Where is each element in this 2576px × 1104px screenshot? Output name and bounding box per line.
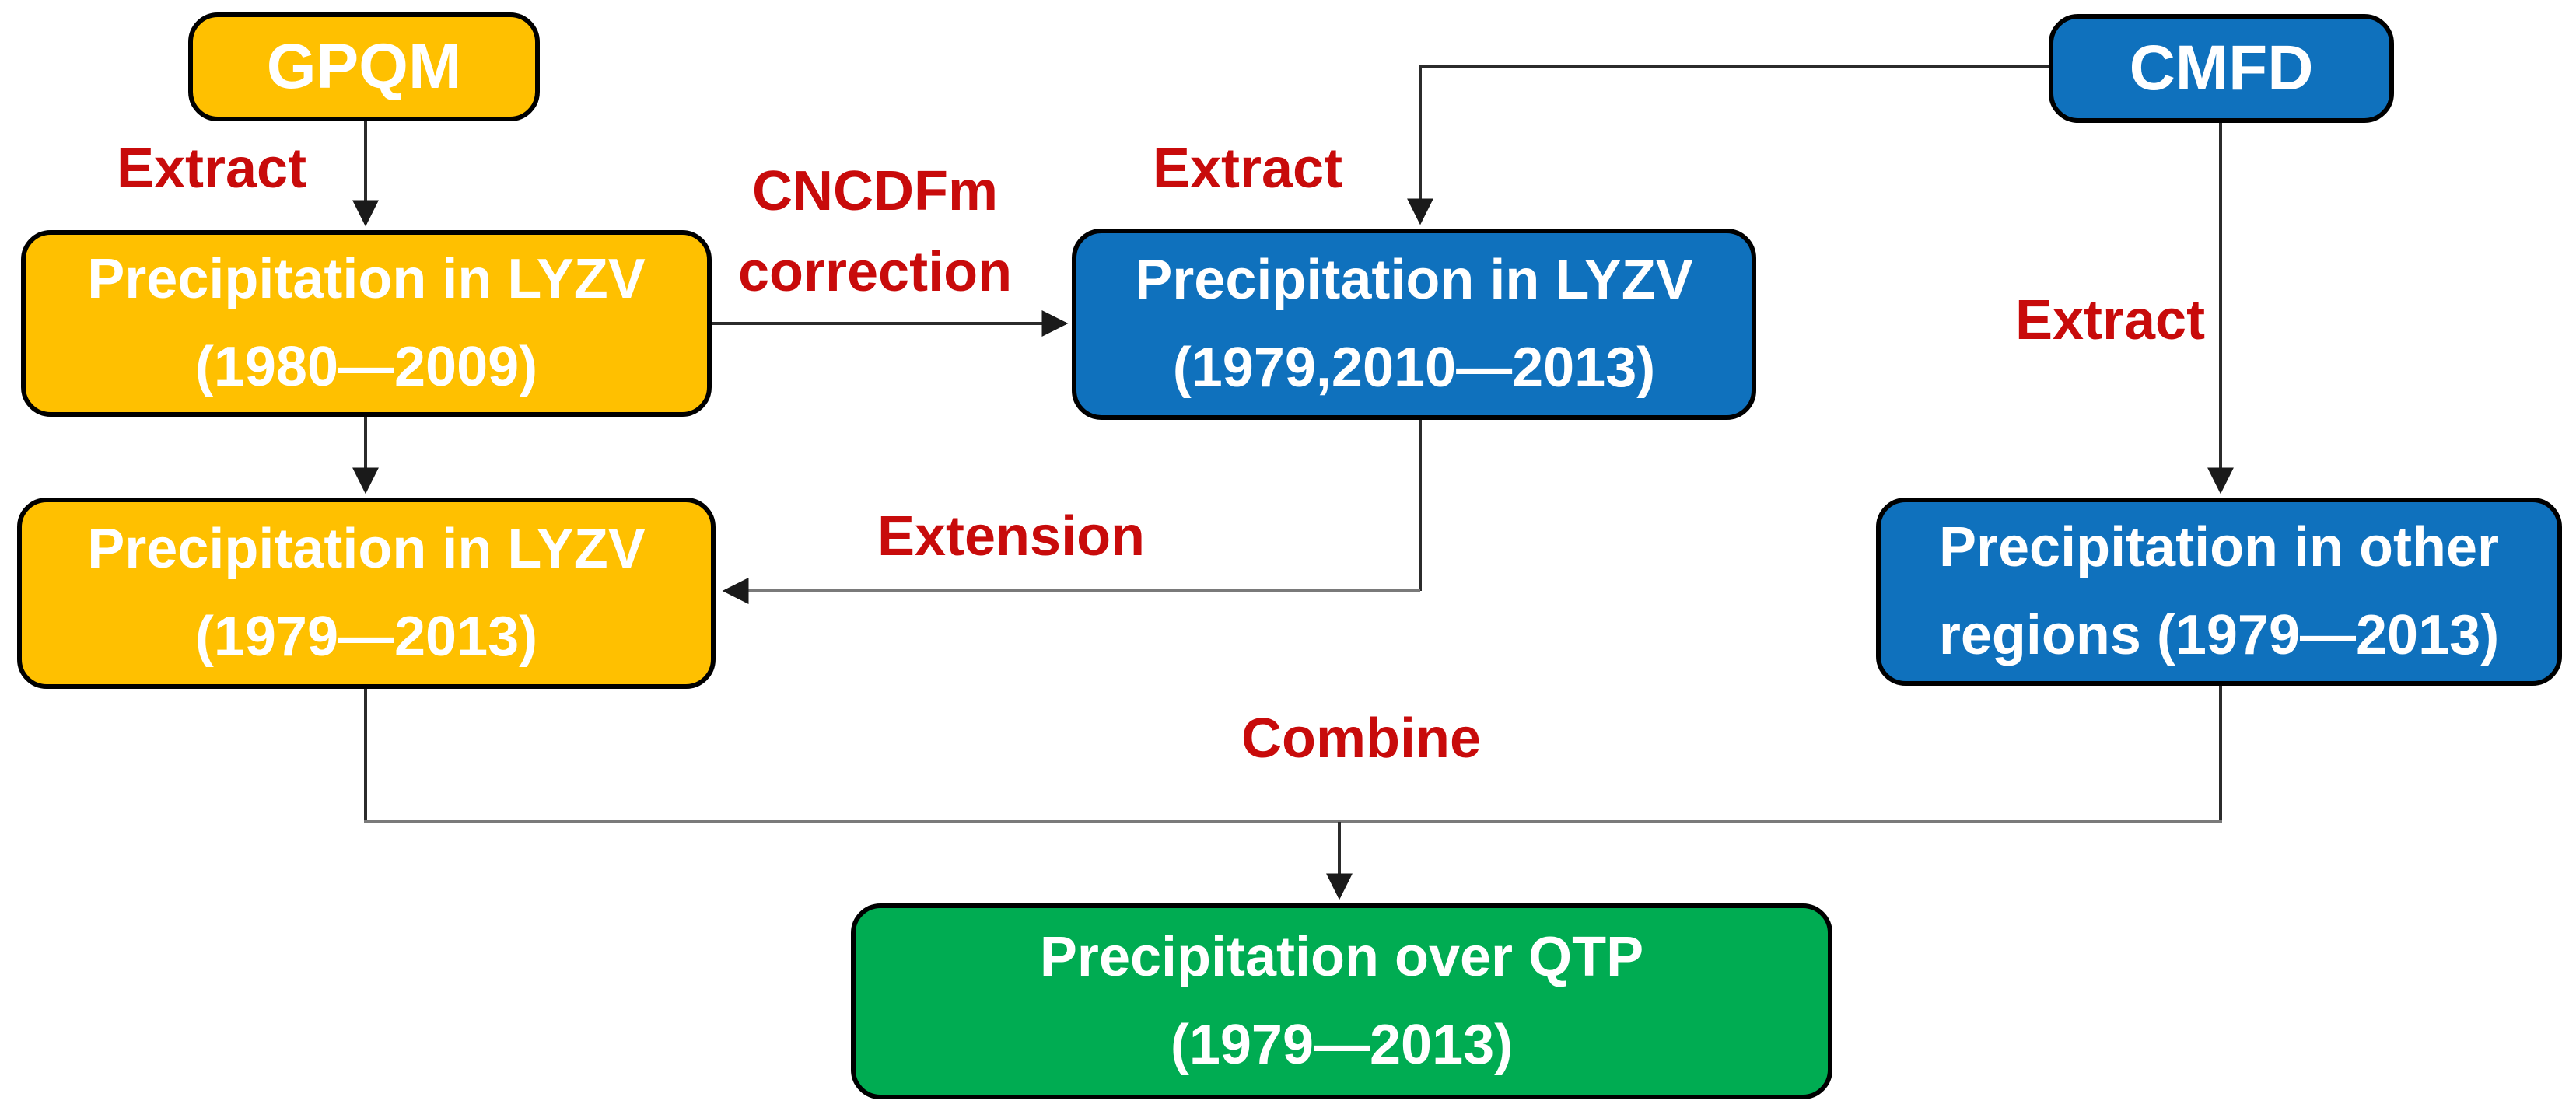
label-combine: Combine: [1241, 707, 1482, 770]
label-extract-gpqm: Extract: [116, 138, 307, 200]
node-label-line: Precipitation in LYZV: [1135, 249, 1693, 311]
label-cncdfm-line2: correction: [737, 241, 1013, 303]
node-precipitation-other-regions: Precipitation in other regions (1979—201…: [1876, 498, 2562, 686]
node-label-line: Precipitation in LYZV: [87, 518, 646, 580]
node-precipitation-lyzv-1979-2010-2013: Precipitation in LYZV (1979,2010—2013): [1072, 229, 1756, 420]
node-precipitation-lyzv-1979-2013: Precipitation in LYZV (1979—2013): [17, 498, 716, 689]
node-cmfd: CMFD: [2049, 14, 2394, 123]
node-label-line: Precipitation over QTP: [1039, 926, 1644, 988]
node-label-line: (1980—2009): [194, 336, 538, 398]
node-label-line: (1979—2013): [194, 606, 538, 668]
node-cmfd-label: CMFD: [2129, 33, 2314, 103]
node-label-line: regions (1979—2013): [1938, 604, 2500, 666]
node-label-line: (1979,2010—2013): [1172, 337, 1656, 399]
label-cncdfm-correction: CNCDFm correction: [738, 151, 1012, 313]
node-label-line: Precipitation in other: [1938, 516, 2500, 578]
node-label-line: Precipitation in LYZV: [87, 248, 646, 310]
label-extension: Extension: [877, 505, 1146, 568]
node-label-line: (1979—2013): [1170, 1014, 1514, 1076]
label-extract-cmfd-lyzv: Extract: [1152, 138, 1343, 200]
node-gpqm: GPQM: [188, 12, 540, 121]
node-gpqm-label: GPQM: [266, 31, 462, 102]
node-precipitation-over-qtp: Precipitation over QTP (1979—2013): [851, 903, 1832, 1099]
edge-cmfd-to-lyzv1979-2010: [1407, 65, 2049, 225]
label-extract-cmfd-other: Extract: [2014, 289, 2206, 351]
node-precipitation-lyzv-1980-2009: Precipitation in LYZV (1980—2009): [21, 230, 712, 417]
label-cncdfm-line1: CNCDFm: [752, 160, 998, 222]
